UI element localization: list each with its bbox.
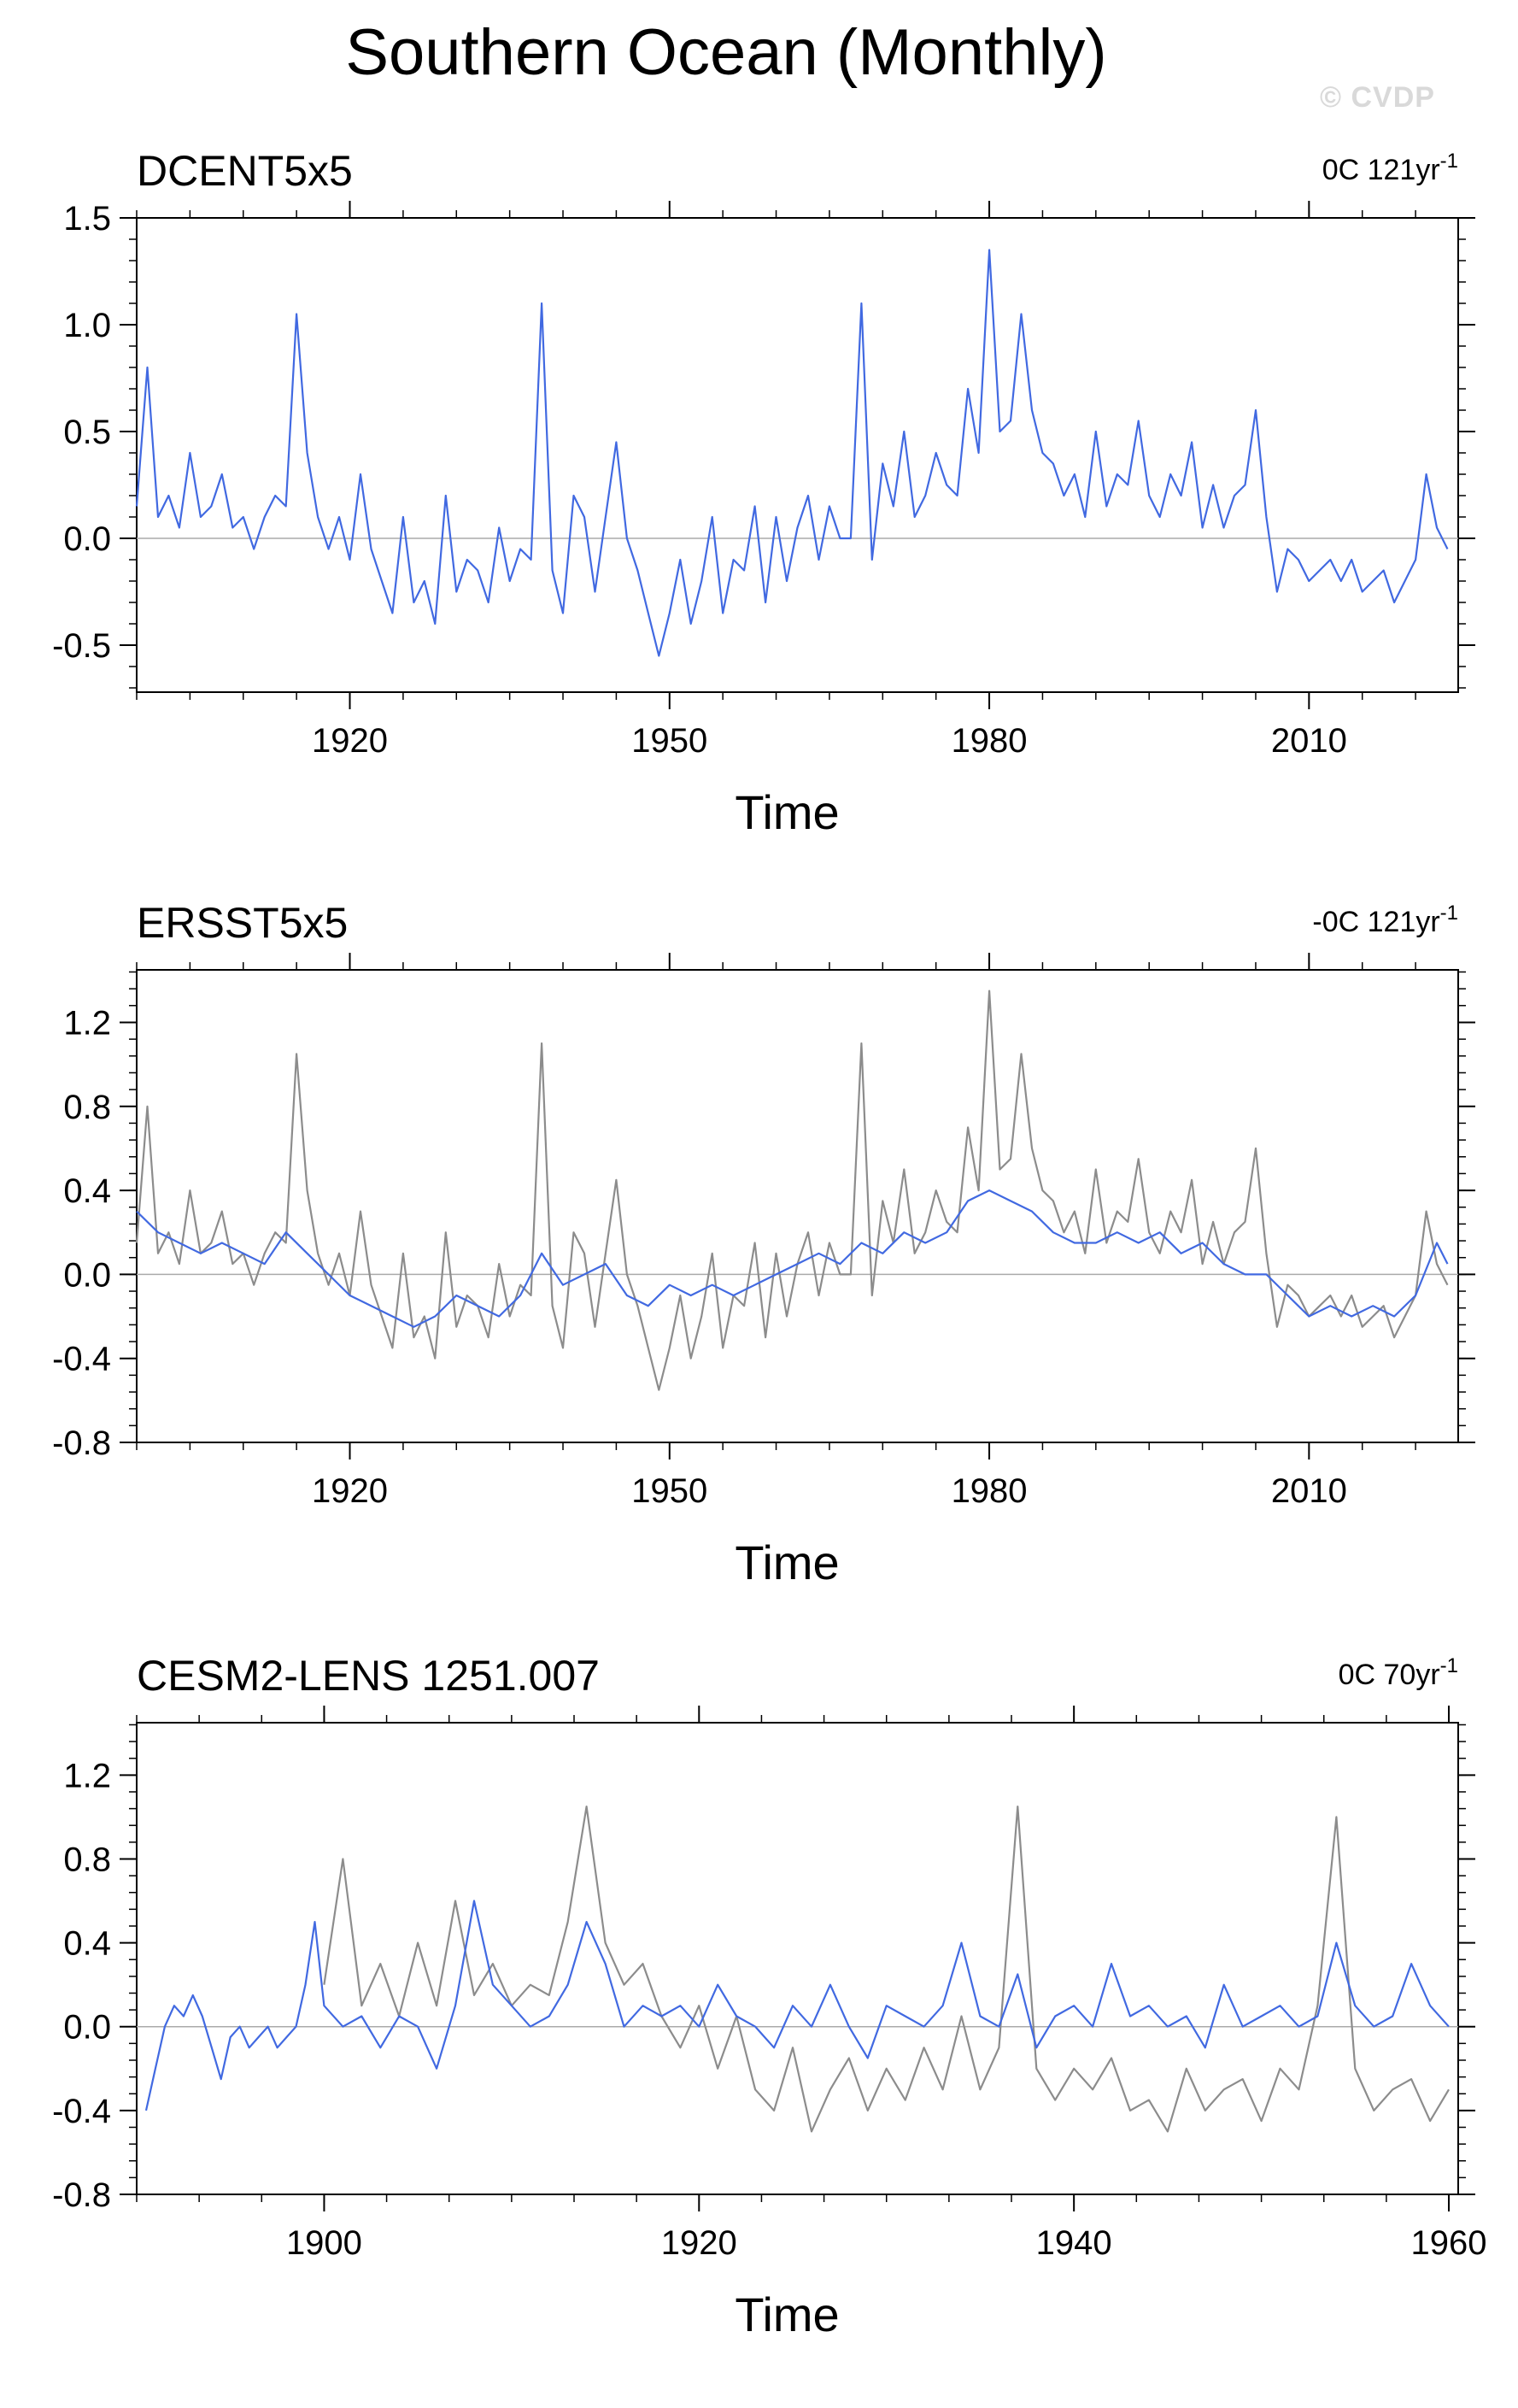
plot-frame — [136, 969, 1459, 1443]
series-line-1 — [323, 1806, 1450, 2133]
page-title: Southern Ocean (Monthly) — [345, 16, 1107, 89]
y-tick-label: 0.8 — [63, 1089, 111, 1126]
y-tick-label: 0.4 — [63, 1172, 111, 1210]
y-tick-label: 1.2 — [63, 1004, 111, 1042]
x-tick-label: 1980 — [952, 722, 1028, 760]
y-tick-label: -0.4 — [52, 2093, 111, 2130]
series-line-1 — [135, 249, 1449, 657]
x-tick-label: 1920 — [661, 2224, 737, 2262]
x-tick-label: 1920 — [312, 1472, 388, 1510]
series-line-2 — [136, 1189, 1449, 1328]
x-tick-label: 1940 — [1036, 2224, 1112, 2262]
x-axis-label: Time — [735, 1536, 839, 1589]
panel-title: ERSST5x5 — [137, 899, 348, 947]
panel-title: CESM2-LENS 1251.007 — [137, 1652, 600, 1700]
y-tick-label: -0.8 — [52, 1424, 111, 1462]
x-axis-label: Time — [735, 785, 839, 839]
y-tick-label: 1.5 — [63, 200, 111, 238]
y-tick-label: 0.8 — [63, 1841, 111, 1878]
y-tick-label: -0.4 — [52, 1341, 111, 1378]
x-tick-label: 1950 — [631, 1472, 707, 1510]
x-tick-label: 2010 — [1271, 1472, 1347, 1510]
x-tick-label: 1900 — [286, 2224, 362, 2262]
trend-label: -0C 121yr-1 — [1312, 902, 1458, 938]
plot-frame — [136, 217, 1459, 693]
x-tick-label: 1960 — [1411, 2224, 1487, 2262]
y-tick-label: -0.8 — [52, 2176, 111, 2214]
y-tick-label: 0.0 — [63, 1256, 111, 1294]
x-tick-label: 1950 — [631, 722, 707, 760]
y-tick-label: -0.5 — [52, 627, 111, 665]
series-line-1 — [135, 990, 1449, 1391]
chart-panel-2: 1920 1950 1980 2010 1.2 0.8 0.4 0.0 -0.4 -0.8 ERSS… — [52, 899, 1475, 1589]
x-tick-label: 2010 — [1271, 722, 1347, 760]
trend-label: 0C 121yr-1 — [1322, 150, 1458, 186]
x-axis-label: Time — [735, 2288, 839, 2341]
chart-panel-1: 1920 1950 1980 2010 1.5 1.0 0.5 0.0 -0.5 DCENT5x5… — [52, 147, 1475, 839]
panel-title: DCENT5x5 — [137, 147, 353, 195]
x-tick-label: 1980 — [952, 1472, 1028, 1510]
y-tick-label: 0.4 — [63, 1925, 111, 1963]
watermark: © CVDP — [1320, 81, 1435, 114]
chart-panel-3: 1900 1920 1940 1960 1.2 0.8 0.4 0.0 -0.4 -0.8 CESM… — [52, 1652, 1486, 2341]
x-tick-label: 1920 — [312, 722, 388, 760]
trend-label: 0C 70yr-1 — [1339, 1654, 1458, 1691]
series-line-2 — [144, 1900, 1450, 2111]
y-tick-label: 1.0 — [63, 307, 111, 344]
plot-frame — [136, 1722, 1459, 2195]
y-tick-label: 1.2 — [63, 1757, 111, 1794]
y-tick-label: 0.0 — [63, 2009, 111, 2047]
y-tick-label: 0.0 — [63, 520, 111, 558]
y-tick-label: 0.5 — [63, 414, 111, 451]
